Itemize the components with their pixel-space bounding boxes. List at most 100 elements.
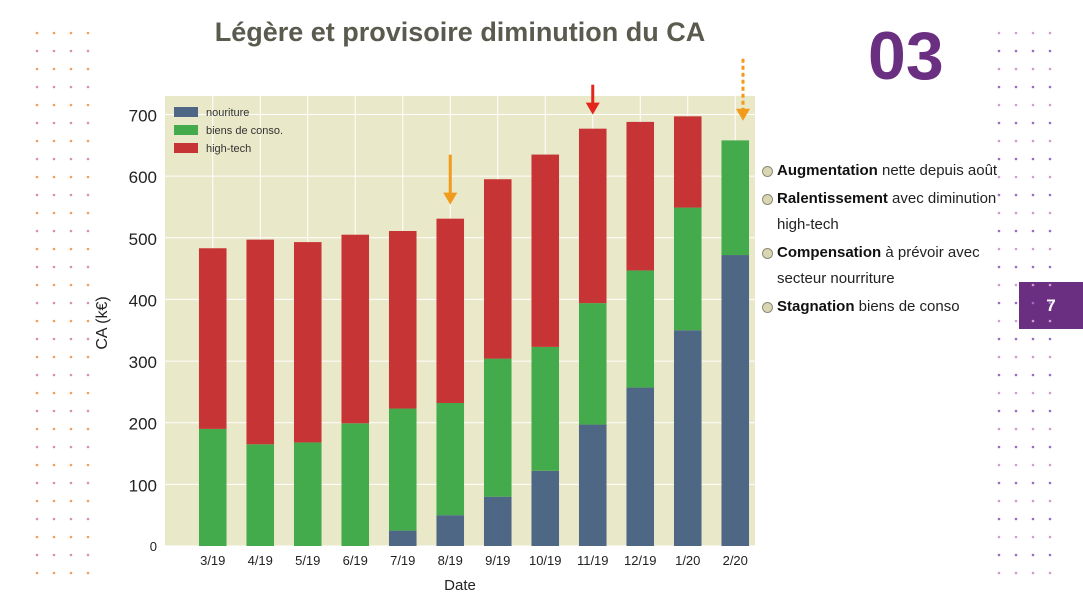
decorative-dot xyxy=(52,193,56,197)
bullet-keyword: Ralentissement xyxy=(777,189,888,207)
decorative-dot xyxy=(1048,229,1052,233)
decorative-dot xyxy=(35,337,39,341)
decorative-dot xyxy=(1014,283,1018,287)
decorative-dot xyxy=(52,67,56,71)
decorative-dots-right xyxy=(997,31,1052,575)
decorative-dot xyxy=(35,193,39,197)
decorative-dot xyxy=(86,157,90,161)
decorative-dot xyxy=(1031,301,1035,305)
decorative-dot xyxy=(997,463,1001,467)
decorative-dot xyxy=(1014,481,1018,485)
decorative-dot xyxy=(35,175,39,179)
decorative-dot xyxy=(997,229,1001,233)
decorative-dot xyxy=(69,67,73,71)
decorative-dot xyxy=(1014,265,1018,269)
decorative-dot xyxy=(52,373,56,377)
decorative-dot xyxy=(35,301,39,305)
decorative-dot xyxy=(1048,211,1052,215)
decorative-dot xyxy=(86,31,90,35)
bullet-keyword: Compensation xyxy=(777,243,882,261)
decorative-dot xyxy=(997,445,1001,449)
bar-segment xyxy=(436,218,465,403)
decorative-dot xyxy=(1048,517,1052,521)
decorative-dot xyxy=(1014,193,1018,197)
decorative-dot xyxy=(69,499,73,503)
decorative-dot xyxy=(1014,517,1018,521)
decorative-dot xyxy=(86,445,90,449)
decorative-dot xyxy=(69,427,73,431)
bullet-list: Augmentation nette depuis août Ralentiss… xyxy=(762,158,1002,321)
decorative-dot xyxy=(69,175,73,179)
bullet-keyword: Stagnation xyxy=(777,297,855,315)
bar-segment xyxy=(293,442,322,546)
decorative-dot xyxy=(1014,391,1018,395)
decorative-dot xyxy=(35,31,39,35)
decorative-dot xyxy=(1048,391,1052,395)
decorative-dot xyxy=(997,571,1001,575)
decorative-dot xyxy=(35,517,39,521)
decorative-dot xyxy=(1048,85,1052,89)
decorative-dot xyxy=(69,31,73,35)
decorative-dot xyxy=(1031,247,1035,251)
decorative-dot xyxy=(69,211,73,215)
decorative-dot xyxy=(86,517,90,521)
decorative-dot xyxy=(86,355,90,359)
bar-segment xyxy=(673,116,702,208)
page-number-badge: 7 xyxy=(1019,282,1083,329)
decorative-dot xyxy=(86,409,90,413)
decorative-dot xyxy=(86,337,90,341)
decorative-dot xyxy=(86,283,90,287)
decorative-dot xyxy=(86,319,90,323)
decorative-dot xyxy=(52,103,56,107)
y-tick-label: 100 xyxy=(129,476,157,495)
decorative-dot xyxy=(1048,265,1052,269)
decorative-dot xyxy=(1031,139,1035,143)
decorative-dot xyxy=(52,517,56,521)
decorative-dot xyxy=(1014,247,1018,251)
bar-segment xyxy=(388,231,417,409)
x-axis-label: Date xyxy=(444,577,476,594)
decorative-dot xyxy=(1014,337,1018,341)
decorative-dot xyxy=(86,67,90,71)
bullet-keyword: Augmentation xyxy=(777,162,878,179)
decorative-dot xyxy=(997,355,1001,359)
decorative-dot xyxy=(69,229,73,233)
decorative-dot xyxy=(1031,535,1035,539)
decorative-dot xyxy=(86,301,90,305)
decorative-dot xyxy=(35,49,39,53)
decorative-dot xyxy=(1014,535,1018,539)
decorative-dot xyxy=(35,67,39,71)
decorative-dot xyxy=(997,337,1001,341)
x-tick-label: 6/19 xyxy=(343,553,368,568)
decorative-dot xyxy=(1048,553,1052,557)
bar-segment xyxy=(246,444,275,546)
decorative-dot xyxy=(69,283,73,287)
decorative-dot xyxy=(86,211,90,215)
x-tick-label: 4/19 xyxy=(248,553,273,568)
decorative-dot xyxy=(35,139,39,143)
decorative-dot xyxy=(52,301,56,305)
decorative-dot xyxy=(52,139,56,143)
y-tick-label: 300 xyxy=(129,353,157,372)
decorative-dot xyxy=(1048,157,1052,161)
decorative-dot xyxy=(1014,139,1018,143)
legend-swatch xyxy=(174,107,198,117)
decorative-dot xyxy=(1048,571,1052,575)
decorative-dot xyxy=(1014,319,1018,323)
decorative-dot xyxy=(997,283,1001,287)
decorative-dot xyxy=(52,427,56,431)
x-tick-label: 7/19 xyxy=(390,553,415,568)
slide-title: Légère et provisoire diminution du CA xyxy=(214,17,706,47)
marker-arrow xyxy=(585,84,600,115)
decorative-dot xyxy=(35,409,39,413)
decorative-dot xyxy=(997,139,1001,143)
bar-segment xyxy=(626,387,655,546)
decorative-dot xyxy=(997,427,1001,431)
marker-arrow-head xyxy=(585,102,600,115)
decorative-dot xyxy=(1048,193,1052,197)
x-tick-label: 2/20 xyxy=(723,553,748,568)
decorative-dot xyxy=(1048,319,1052,323)
decorative-dot xyxy=(1048,247,1052,251)
decorative-dot xyxy=(86,499,90,503)
decorative-dot xyxy=(69,463,73,467)
